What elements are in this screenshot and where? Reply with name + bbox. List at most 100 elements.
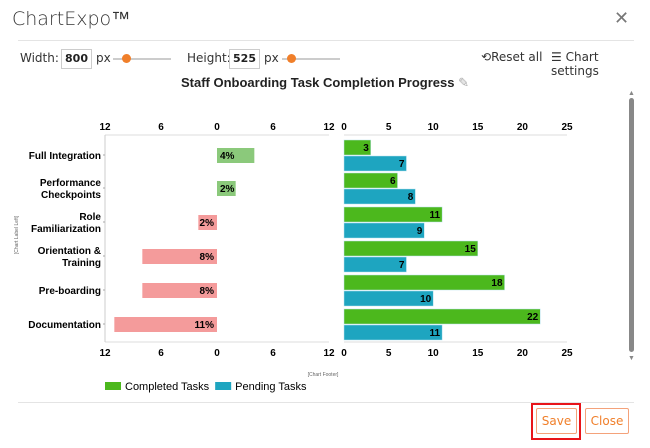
left-tick-label-bottom: 6 (158, 348, 164, 359)
category-label: Role Familiarization (31, 212, 101, 235)
right-tick-label-bottom: 5 (386, 348, 392, 359)
save-highlight (531, 403, 581, 440)
left-tick-label-top: 6 (158, 122, 164, 133)
bar-pending (343, 324, 443, 341)
reset-icon: ⟲ (481, 50, 492, 64)
legend-label: Completed Tasks (125, 381, 210, 393)
chart-settings-button[interactable]: ☰ Chart settings (551, 50, 650, 78)
height-label: Height: (187, 51, 231, 65)
bar-pending (343, 256, 407, 273)
chart-title: Staff Onboarding Task Completion Progres… (0, 75, 650, 91)
width-input[interactable]: 800 (61, 49, 92, 69)
category-label: Documentation (28, 320, 101, 331)
category-label: Performance Checkpoints (40, 178, 102, 201)
right-tick-label-bottom: 20 (517, 348, 529, 359)
scroll-down-icon[interactable]: ▼ (628, 355, 635, 362)
vertical-scrollbar[interactable] (629, 98, 634, 352)
bar-value-label: 10 (420, 294, 432, 305)
legend-label: Pending Tasks (235, 381, 307, 393)
left-tick-label-bottom: 12 (323, 348, 335, 359)
bar-completed (343, 240, 479, 257)
bar-value-label: 9 (417, 226, 423, 237)
diverging-bar-label: 4% (220, 151, 235, 162)
category-label: Pre-boarding (39, 286, 101, 297)
bar-completed (343, 172, 398, 189)
diverging-bar-label: 8% (200, 252, 215, 263)
left-tick-label-top: 0 (214, 122, 220, 133)
right-tick-label-top: 5 (386, 122, 392, 133)
right-tick-label-bottom: 25 (561, 348, 573, 359)
reset-label: Reset all (491, 50, 543, 64)
bar-value-label: 7 (399, 159, 405, 170)
scroll-up-icon[interactable]: ▲ (628, 90, 635, 97)
bar-pending (343, 290, 434, 307)
height-input[interactable]: 525 (229, 49, 260, 69)
divider (18, 40, 634, 41)
chart-title-text: Staff Onboarding Task Completion Progres… (180, 75, 455, 90)
width-label: Width: (20, 51, 59, 65)
left-tick-label-bottom: 6 (270, 348, 276, 359)
close-button[interactable]: Close (585, 408, 629, 434)
bar-value-label: 11 (430, 328, 441, 339)
bar-value-label: 3 (363, 143, 369, 154)
height-slider-handle[interactable] (287, 54, 296, 63)
bar-value-label: 11 (430, 210, 441, 221)
diverging-bar (142, 283, 217, 298)
diverging-bar (114, 317, 217, 332)
bar-value-label: 22 (527, 312, 539, 323)
diverging-bar (198, 215, 217, 230)
app-title: ChartExpo™ (12, 8, 131, 30)
divider (18, 402, 634, 403)
diverging-bar-label: 8% (200, 286, 215, 297)
right-tick-label-bottom: 15 (472, 348, 484, 359)
category-label: Orientation & Training (38, 246, 101, 269)
bar-pending (343, 222, 425, 239)
edit-pencil-icon[interactable]: ✎ (458, 75, 470, 90)
diverging-bar-label: 2% (220, 184, 235, 195)
right-tick-label-bottom: 0 (341, 348, 347, 359)
left-tick-label-top: 12 (323, 122, 335, 133)
diverging-bar (217, 148, 255, 163)
width-unit: px (96, 51, 111, 65)
chart-label-left-placeholder: [Chart Label Left] (14, 215, 20, 254)
right-tick-label-top: 15 (472, 122, 484, 133)
bar-value-label: 7 (399, 260, 405, 271)
bar-value-label: 18 (491, 278, 503, 289)
left-tick-label-bottom: 0 (214, 348, 220, 359)
width-slider-handle[interactable] (122, 54, 131, 63)
height-slider[interactable] (282, 58, 340, 60)
right-tick-label-top: 10 (428, 122, 440, 133)
category-label: Full Integration (29, 151, 101, 162)
left-tick-label-top: 6 (270, 122, 276, 133)
height-unit: px (264, 51, 279, 65)
diverging-bar-label: 11% (195, 320, 215, 331)
right-tick-label-top: 20 (517, 122, 529, 133)
reset-all-button[interactable]: ⟲Reset all (481, 50, 542, 64)
bar-pending (343, 155, 407, 172)
close-icon[interactable]: ✕ (614, 8, 630, 28)
diverging-bar (217, 181, 236, 196)
left-tick-label-top: 12 (99, 122, 111, 133)
bar-value-label: 15 (465, 244, 477, 255)
settings-sliders-icon: ☰ (551, 50, 562, 64)
legend-swatch (215, 382, 232, 390)
diverging-bar-label: 2% (200, 218, 215, 229)
chart-footer-placeholder: [Chart Footer] (308, 372, 339, 378)
bar-completed (343, 139, 372, 156)
bar-completed (343, 206, 443, 223)
bar-completed (343, 274, 505, 291)
width-slider[interactable] (113, 58, 171, 60)
save-button[interactable]: Save (536, 408, 577, 434)
right-tick-label-top: 25 (561, 122, 573, 133)
diverging-bar (142, 249, 217, 264)
bar-pending (343, 188, 416, 205)
bar-completed (343, 308, 541, 325)
bar-value-label: 6 (390, 176, 396, 187)
chart-settings-label: Chart settings (551, 50, 599, 78)
legend-swatch (105, 382, 121, 390)
bar-value-label: 8 (408, 192, 414, 203)
right-tick-label-bottom: 10 (428, 348, 440, 359)
right-tick-label-top: 0 (341, 122, 347, 133)
left-tick-label-bottom: 12 (99, 348, 111, 359)
